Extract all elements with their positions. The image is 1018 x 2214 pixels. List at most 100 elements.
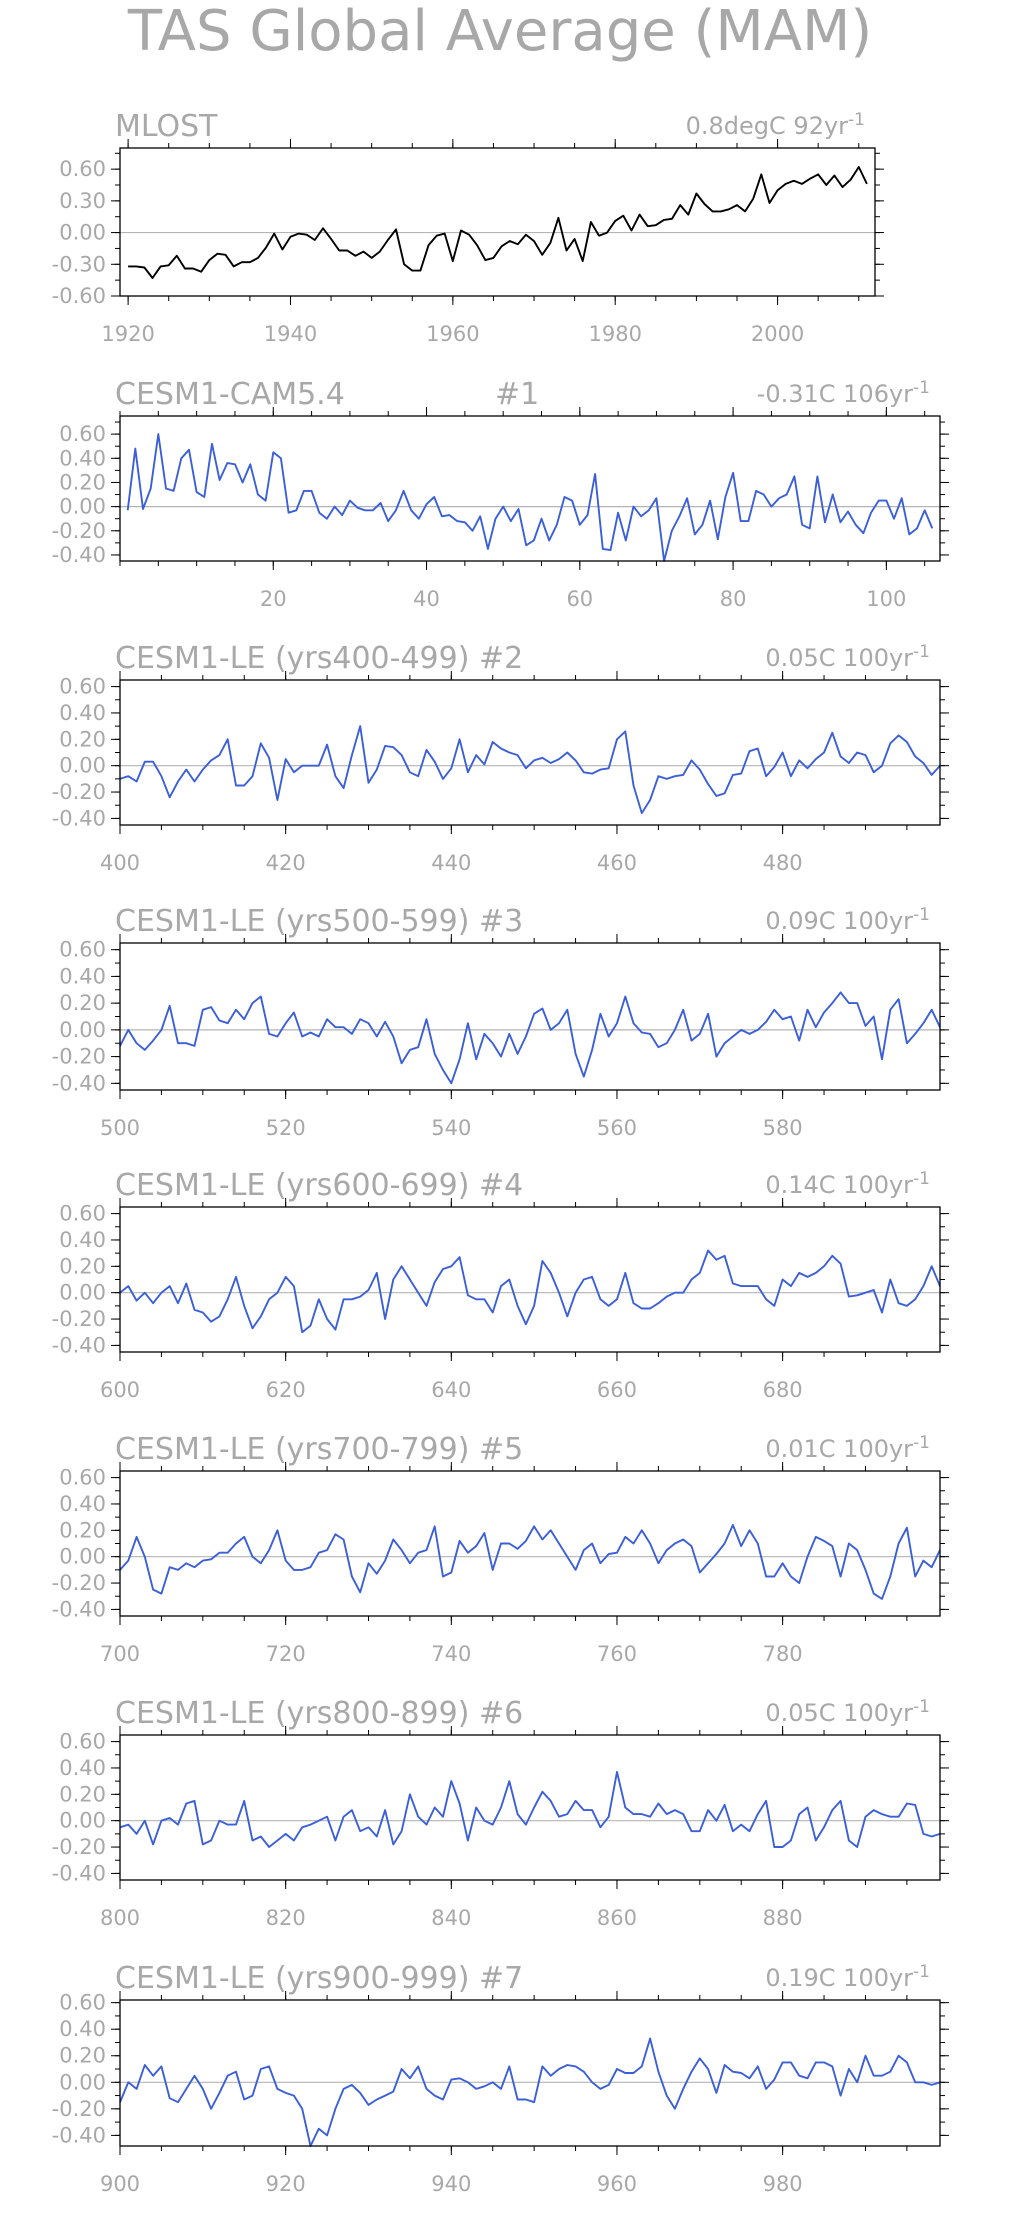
series-line [119, 991, 941, 1085]
x-tick-label: 1920 [101, 322, 154, 346]
y-tick-label: 0.60 [59, 1991, 106, 2015]
y-tick-label: 0.40 [59, 1228, 106, 1252]
x-tick-label: 580 [763, 1116, 803, 1140]
x-tick-label: 680 [763, 1378, 803, 1402]
trend-annotation: 0.05C 100yr-1 [765, 642, 930, 672]
x-tick-label: 540 [431, 1116, 471, 1140]
x-tick-label: 400 [100, 851, 140, 875]
y-tick-label: -0.40 [52, 1861, 106, 1885]
y-tick-label: 0.00 [59, 1018, 106, 1042]
y-tick-label: 0.20 [59, 991, 106, 1015]
y-tick-label: 0.00 [59, 221, 106, 245]
x-tick-label: 900 [100, 2172, 140, 2196]
y-tick-label: -0.40 [52, 1071, 106, 1095]
y-tick-label: 0.60 [59, 1730, 106, 1754]
x-tick-label: 820 [266, 1906, 306, 1930]
trend-annotation: -0.31C 106yr-1 [757, 378, 930, 408]
y-tick-label: -0.40 [52, 1597, 106, 1621]
panel-4: CESM1-LE (yrs500-599) #3 0.09C 100yr-1 -0.… [52, 904, 949, 1140]
y-tick-label: -0.60 [52, 284, 106, 308]
x-tick-label: 480 [763, 851, 803, 875]
y-tick-label: 0.20 [59, 1782, 106, 1806]
x-tick-label: 420 [266, 851, 306, 875]
panel-title: CESM1-LE (yrs700-799) #5 [115, 1432, 523, 1467]
panel-7: CESM1-LE (yrs800-899) #6 0.05C 100yr-1 -0.… [52, 1696, 949, 1930]
y-tick-label: -0.20 [52, 1835, 106, 1859]
panel-title: CESM1-LE (yrs900-999) #7 [115, 1961, 523, 1996]
trend-annotation: 0.19C 100yr-1 [765, 1962, 930, 1992]
y-tick-label: 0.60 [59, 157, 106, 181]
x-tick-label: 560 [597, 1116, 637, 1140]
plot-frame [119, 147, 876, 297]
x-tick-label: 2000 [751, 322, 804, 346]
panel-6: CESM1-LE (yrs700-799) #5 0.01C 100yr-1 -0.… [52, 1432, 949, 1666]
x-tick-label: 720 [266, 1642, 306, 1666]
panel-5: CESM1-LE (yrs600-699) #4 0.14C 100yr-1 -0.… [52, 1168, 949, 1402]
y-tick-label: -0.20 [52, 1571, 106, 1595]
series-line [126, 433, 934, 562]
y-tick-label: 0.60 [59, 675, 106, 699]
y-tick-label: 0.40 [59, 1756, 106, 1780]
y-tick-label: 0.60 [59, 422, 106, 446]
x-tick-label: 920 [266, 2172, 306, 2196]
y-tick-label: -0.20 [52, 1307, 106, 1331]
plot-frame [119, 415, 941, 562]
y-tick-label: 0.20 [59, 470, 106, 494]
y-tick-label: -0.20 [52, 2097, 106, 2121]
y-tick-label: 0.60 [59, 1202, 106, 1226]
series-line [128, 166, 868, 279]
panel-title: CESM1-CAM5.4 [115, 377, 345, 412]
x-tick-label: 80 [720, 587, 747, 611]
y-tick-label: 0.60 [59, 1466, 106, 1490]
x-tick-label: 640 [431, 1378, 471, 1402]
trend-annotation: 0.8degC 92yr-1 [686, 110, 865, 140]
y-tick-label: -0.20 [52, 1045, 106, 1069]
y-tick-label: 0.20 [59, 2044, 106, 2068]
panel-title: MLOST [115, 109, 218, 144]
panel-title: CESM1-LE (yrs400-499) #2 [115, 641, 523, 676]
panel-2: CESM1-CAM5.4 #1 -0.31C 106yr-1 -0.40-0.20 0.… [52, 377, 949, 611]
x-tick-label: 940 [431, 2172, 471, 2196]
y-tick-label: -0.20 [52, 780, 106, 804]
x-tick-label: 780 [763, 1642, 803, 1666]
panel-1: MLOST 0.8degC 92yr-1 -0.60 -0.30 0.00 0.30 0.6… [52, 109, 884, 346]
panel-3: CESM1-LE (yrs400-499) #2 0.05C 100yr-1 -0.… [52, 641, 949, 875]
x-tick-label: 440 [431, 851, 471, 875]
panel-title: CESM1-LE (yrs500-599) #3 [115, 904, 523, 939]
plot-frame [119, 1206, 941, 1353]
y-tick-label: 0.00 [59, 1545, 106, 1569]
x-tick-label: 20 [260, 587, 287, 611]
figure-title: TAS Global Average (MAM) [127, 0, 872, 64]
plot-frame [119, 1999, 941, 2147]
panel-run-number: #1 [495, 377, 539, 412]
x-tick-label: 700 [100, 1642, 140, 1666]
trend-annotation: 0.01C 100yr-1 [765, 1433, 930, 1463]
x-tick-label: 60 [566, 587, 593, 611]
x-tick-label: 960 [597, 2172, 637, 2196]
trend-annotation: 0.05C 100yr-1 [765, 1697, 930, 1727]
x-tick-label: 1940 [264, 322, 317, 346]
plot-frame [119, 942, 941, 1091]
x-tick-label: 880 [763, 1906, 803, 1930]
x-tick-label: 980 [763, 2172, 803, 2196]
plot-frame [119, 1734, 941, 1881]
x-tick-label: 40 [413, 587, 440, 611]
x-tick-label: 800 [100, 1906, 140, 1930]
panels: MLOST 0.8degC 92yr-1 -0.60 -0.30 0.00 0.30 0.6… [52, 109, 949, 2196]
panel-title: CESM1-LE (yrs600-699) #4 [115, 1168, 523, 1203]
y-tick-label: -0.40 [52, 543, 106, 567]
x-tick-label: 660 [597, 1378, 637, 1402]
y-tick-label: 0.40 [59, 446, 106, 470]
y-tick-label: -0.20 [52, 519, 106, 543]
y-tick-label: -0.40 [52, 1333, 106, 1357]
plot-frame [119, 679, 941, 826]
y-tick-label: -0.40 [52, 806, 106, 830]
y-tick-label: 0.20 [59, 1254, 106, 1278]
y-tick-label: 0.00 [59, 2070, 106, 2094]
y-tick-label: 0.40 [59, 1492, 106, 1516]
y-tick-label: 0.20 [59, 727, 106, 751]
y-tick-label: 0.30 [59, 189, 106, 213]
x-tick-label: 600 [100, 1378, 140, 1402]
x-tick-label: 500 [100, 1116, 140, 1140]
